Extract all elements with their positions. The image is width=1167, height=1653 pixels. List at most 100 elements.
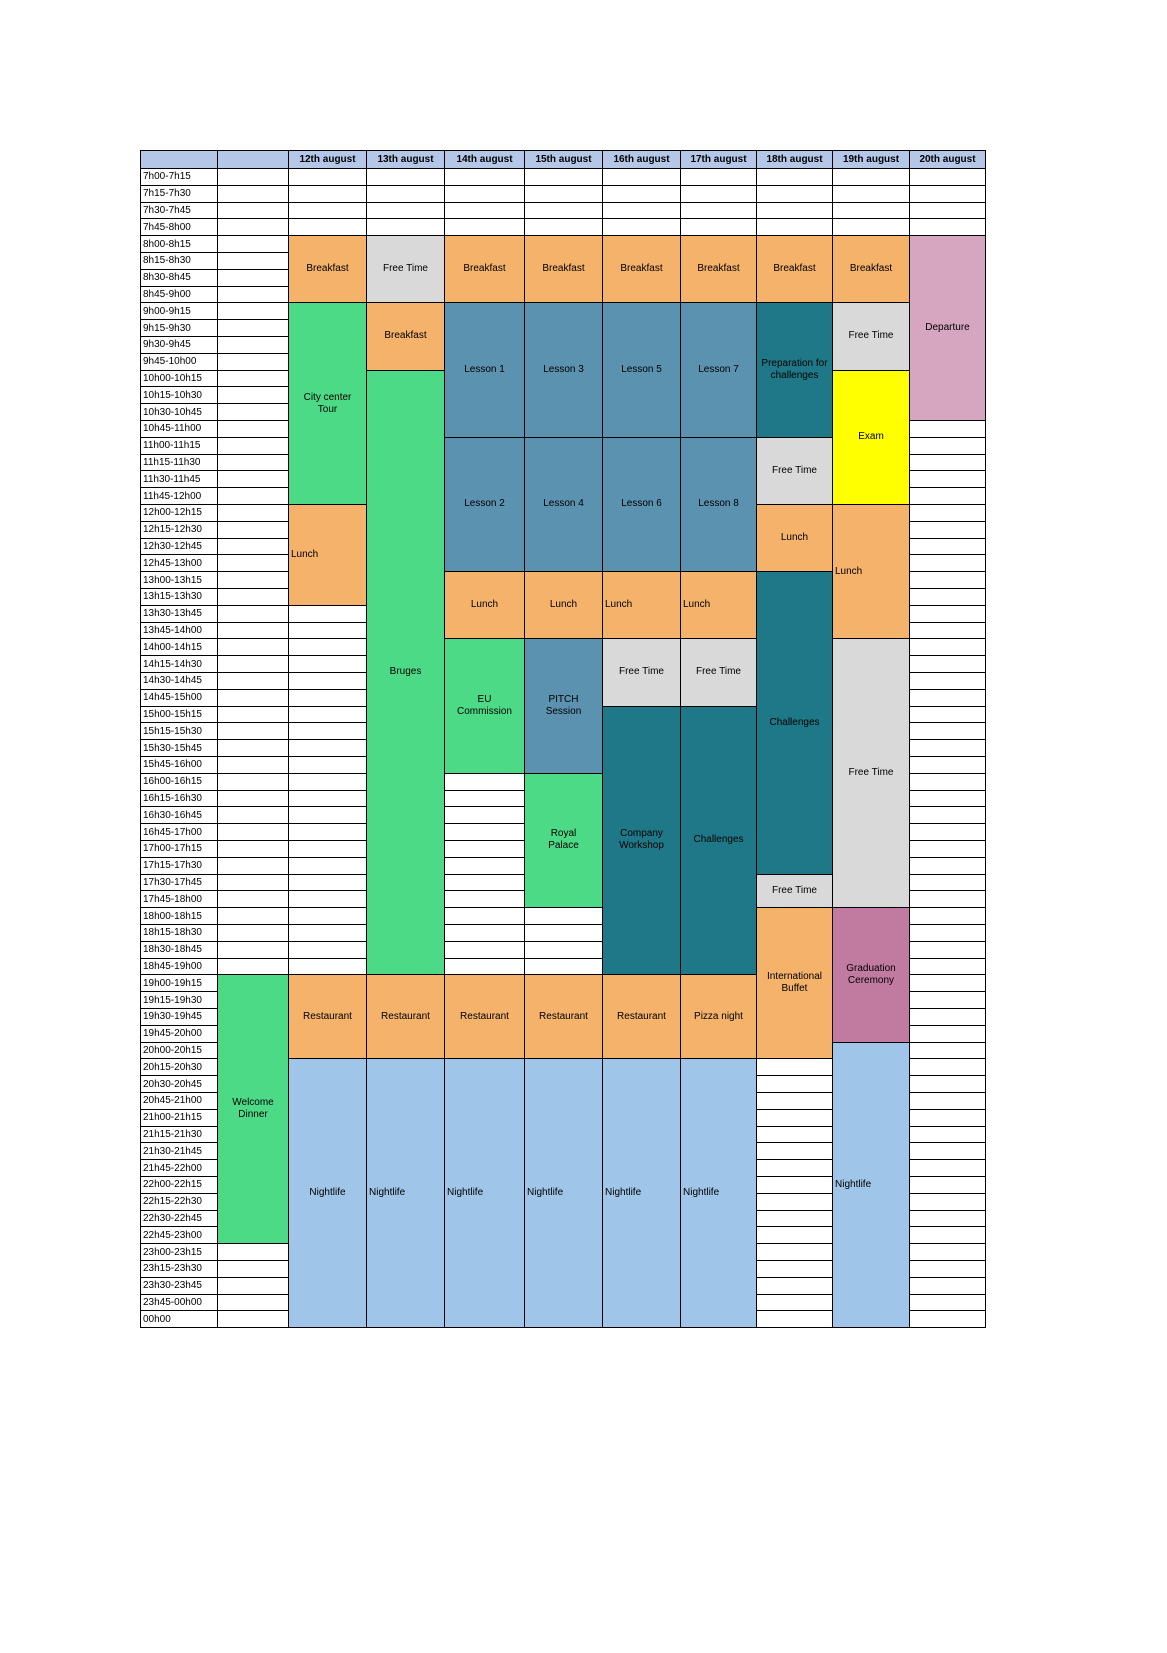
empty-slot <box>524 168 603 186</box>
empty-slot <box>288 168 367 186</box>
date-header: 19th august <box>832 150 910 169</box>
empty-slot <box>756 1075 833 1093</box>
empty-slot <box>217 520 289 539</box>
empty-slot <box>602 184 681 203</box>
empty-slot <box>756 1276 833 1295</box>
empty-slot <box>217 252 289 270</box>
schedule-event: Lesson 3 <box>524 302 603 438</box>
empty-slot <box>444 823 525 841</box>
time-slot-label: 14h00-14h15 <box>140 638 218 657</box>
time-slot-label: 9h00-9h15 <box>140 302 218 321</box>
time-slot-label: 18h00-18h15 <box>140 907 218 925</box>
schedule-event: Lesson 5 <box>602 302 681 438</box>
empty-slot <box>217 940 289 959</box>
empty-slot <box>756 201 833 220</box>
time-slot-label: 13h45-14h00 <box>140 621 218 640</box>
empty-slot <box>756 1058 833 1077</box>
empty-slot <box>909 520 986 539</box>
time-slot-label: 15h45-16h00 <box>140 756 218 774</box>
empty-slot <box>217 537 289 556</box>
schedule-event: Lunch <box>832 504 910 640</box>
empty-slot <box>444 201 525 220</box>
empty-slot <box>288 957 367 976</box>
empty-slot <box>909 168 986 186</box>
empty-slot <box>288 604 367 623</box>
empty-slot <box>909 705 986 724</box>
empty-slot <box>909 184 986 203</box>
time-slot-label: 22h15-22h30 <box>140 1192 218 1211</box>
empty-slot <box>756 1226 833 1245</box>
empty-slot <box>602 201 681 220</box>
empty-slot <box>288 672 367 690</box>
empty-slot <box>288 856 367 875</box>
empty-slot <box>288 924 367 942</box>
empty-slot <box>288 218 367 237</box>
schedule-event: Preparation for challenges <box>756 302 833 438</box>
empty-slot <box>444 873 525 892</box>
empty-slot <box>217 571 289 589</box>
time-slot-label: 11h15-11h30 <box>140 453 218 472</box>
date-header: 18th august <box>756 150 833 169</box>
empty-slot <box>909 907 986 925</box>
time-slot-label: 21h00-21h15 <box>140 1108 218 1127</box>
schedule-event: Free Time <box>680 638 757 707</box>
empty-slot <box>217 789 289 808</box>
empty-slot <box>444 924 525 942</box>
empty-slot <box>909 974 986 993</box>
empty-slot <box>909 571 986 589</box>
date-header: 13th august <box>366 150 445 169</box>
empty-slot <box>217 420 289 438</box>
time-slot-label: 18h45-19h00 <box>140 957 218 976</box>
empty-slot <box>366 218 445 237</box>
empty-slot <box>909 756 986 774</box>
time-slot-label: 16h00-16h15 <box>140 772 218 791</box>
empty-slot <box>524 940 603 959</box>
time-slot-label: 9h15-9h30 <box>140 319 218 337</box>
empty-slot <box>444 168 525 186</box>
schedule-event: Nightlife <box>524 1058 603 1329</box>
schedule-event: Breakfast <box>680 235 757 304</box>
empty-slot <box>909 436 986 455</box>
time-slot-label: 7h00-7h15 <box>140 168 218 186</box>
empty-slot <box>909 420 986 438</box>
time-slot-label: 11h45-12h00 <box>140 487 218 505</box>
empty-slot <box>217 907 289 925</box>
time-slot-label: 7h15-7h30 <box>140 184 218 203</box>
schedule-event: Lunch <box>602 571 681 640</box>
schedule-event: Royal Palace <box>524 772 603 909</box>
date-header: 17th august <box>680 150 757 169</box>
empty-slot <box>217 436 289 455</box>
empty-slot <box>756 1125 833 1144</box>
empty-slot <box>217 352 289 371</box>
empty-slot <box>909 1024 986 1043</box>
empty-slot <box>217 1293 289 1312</box>
time-slot-label: 23h00-23h15 <box>140 1243 218 1261</box>
time-slot-label: 10h15-10h30 <box>140 386 218 405</box>
schedule-event: Breakfast <box>288 235 367 304</box>
schedule-event: Restaurant <box>288 974 367 1060</box>
schedule-event: Free Time <box>756 873 833 909</box>
empty-slot <box>909 638 986 657</box>
time-slot-label: 11h00-11h15 <box>140 436 218 455</box>
empty-slot <box>217 1260 289 1278</box>
schedule-event: Free Time <box>832 302 910 371</box>
schedule-grid: 12th august 13th august 14th august 15th au… <box>140 150 1031 1386</box>
empty-slot <box>756 1192 833 1211</box>
schedule-event: EU Commission <box>444 638 525 774</box>
schedule-event: Lunch <box>680 571 757 640</box>
time-slot-label: 23h45-00h00 <box>140 1293 218 1312</box>
date-header: 20th august <box>909 150 986 169</box>
empty-slot <box>524 184 603 203</box>
schedule-event: City center Tour <box>288 302 367 505</box>
schedule-event: Lesson 1 <box>444 302 525 438</box>
schedule-event: Departure <box>909 235 986 421</box>
empty-slot <box>444 218 525 237</box>
empty-slot <box>909 218 986 237</box>
empty-slot <box>909 991 986 1009</box>
empty-slot <box>756 1092 833 1110</box>
schedule-event: Breakfast <box>832 235 910 304</box>
time-slot-label: 19h15-19h30 <box>140 991 218 1009</box>
schedule-event: Restaurant <box>524 974 603 1060</box>
empty-slot <box>756 184 833 203</box>
empty-slot <box>288 907 367 925</box>
